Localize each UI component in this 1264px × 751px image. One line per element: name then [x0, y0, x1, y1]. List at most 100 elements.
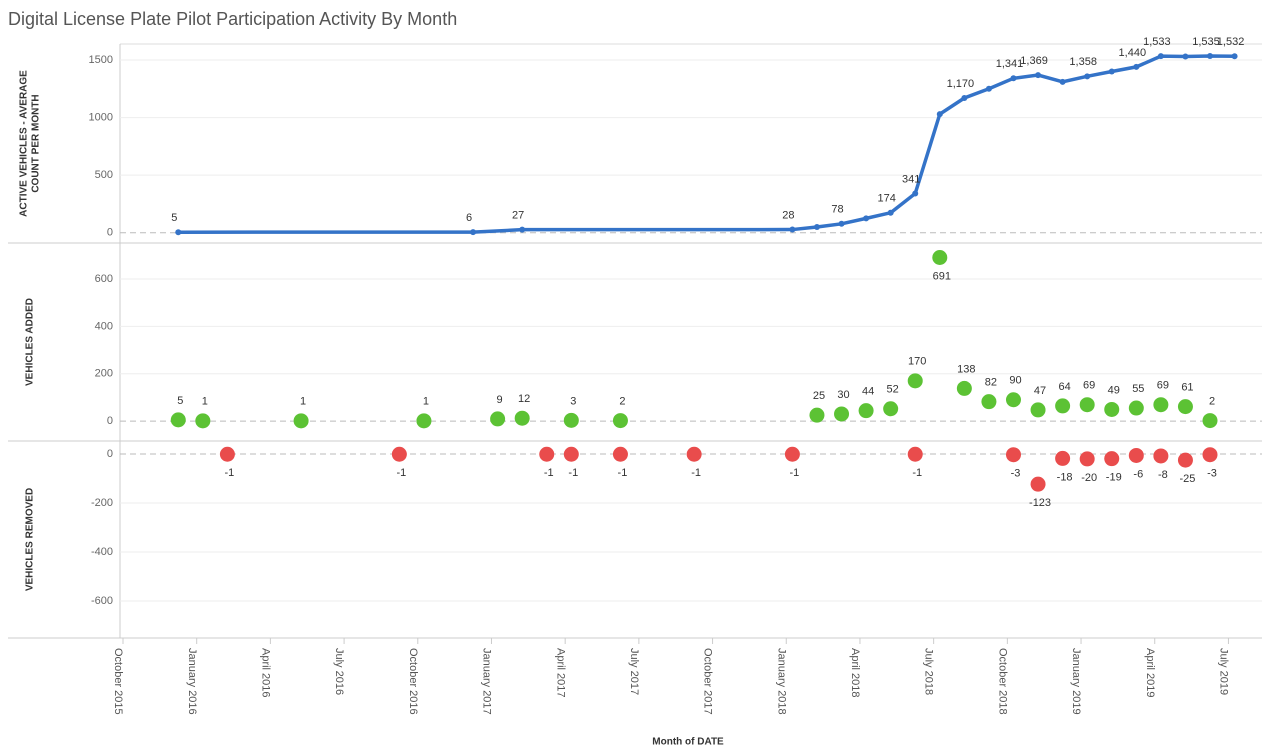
- data-label: 69: [1157, 380, 1169, 392]
- point: [907, 446, 923, 462]
- x-tick-label: October 2017: [702, 648, 714, 715]
- point: [1055, 450, 1071, 466]
- x-tick-label: April 2017: [554, 648, 566, 698]
- y-tick-label: -400: [91, 546, 113, 558]
- data-label: 55: [1132, 383, 1144, 395]
- data-label: 25: [813, 390, 825, 402]
- x-tick-label: July 2017: [628, 648, 640, 695]
- data-label: 12: [518, 393, 530, 405]
- data-label: 90: [1009, 375, 1021, 387]
- point: [932, 249, 948, 265]
- point: [1104, 401, 1120, 417]
- y-tick-label: 500: [95, 169, 113, 181]
- point: [195, 413, 211, 429]
- data-label: 2: [1209, 395, 1215, 407]
- data-label: -1: [912, 467, 922, 479]
- data-label: 174: [877, 193, 895, 205]
- point: [985, 85, 992, 92]
- data-label: 1,535: [1192, 36, 1220, 48]
- x-tick-label: October 2015: [112, 648, 124, 715]
- y-tick-label: 0: [107, 227, 113, 239]
- y-tick-label: -600: [91, 595, 113, 607]
- point: [519, 226, 526, 233]
- point: [563, 412, 579, 428]
- point: [1153, 397, 1169, 413]
- data-label: 61: [1181, 382, 1193, 394]
- point: [219, 446, 235, 462]
- x-tick-label: April 2019: [1144, 648, 1156, 698]
- point: [1128, 400, 1144, 416]
- point: [956, 380, 972, 396]
- data-label: 341: [902, 173, 920, 185]
- data-label: -1: [544, 467, 554, 479]
- point: [838, 220, 845, 227]
- x-axis-title: Month of DATE: [652, 737, 724, 748]
- point: [1157, 53, 1164, 60]
- chart-title: Digital License Plate Pilot Participatio…: [8, 9, 457, 29]
- data-label: 47: [1034, 385, 1046, 397]
- point: [175, 229, 182, 236]
- point: [907, 373, 923, 389]
- point: [936, 111, 943, 118]
- data-label: -8: [1158, 469, 1168, 481]
- point: [416, 413, 432, 429]
- point: [1182, 53, 1189, 60]
- point: [1010, 75, 1017, 82]
- y-tick-label: 0: [107, 448, 113, 460]
- point: [1207, 52, 1214, 59]
- data-label: -18: [1057, 471, 1073, 483]
- point: [883, 401, 899, 417]
- data-label: -25: [1179, 473, 1195, 485]
- point: [490, 411, 506, 427]
- x-tick-label: October 2016: [407, 648, 419, 715]
- point: [391, 446, 407, 462]
- data-label: 6: [466, 212, 472, 224]
- data-label: 138: [957, 363, 975, 375]
- y-tick-label: 1500: [89, 54, 113, 66]
- data-label: 27: [512, 210, 524, 222]
- data-label: 5: [177, 395, 183, 407]
- x-tick-label: January 2016: [186, 648, 198, 715]
- data-label: 78: [831, 204, 843, 216]
- y-tick-label: 600: [95, 273, 113, 285]
- data-label: -123: [1029, 497, 1051, 509]
- y-tick-label: 200: [95, 368, 113, 380]
- x-tick-label: October 2018: [996, 648, 1008, 715]
- data-label: 49: [1108, 384, 1120, 396]
- data-label: -6: [1133, 468, 1143, 480]
- point: [858, 403, 874, 419]
- point: [1202, 413, 1218, 429]
- y-tick-label: 1000: [89, 111, 113, 123]
- data-label: -19: [1106, 472, 1122, 484]
- point: [686, 446, 702, 462]
- data-label: 9: [497, 394, 503, 406]
- data-label: 69: [1083, 380, 1095, 392]
- point: [1084, 73, 1091, 80]
- data-label: 64: [1058, 381, 1070, 393]
- point: [1231, 53, 1238, 60]
- point: [470, 229, 477, 236]
- y-tick-label: -200: [91, 497, 113, 509]
- point: [912, 190, 919, 197]
- y-tick-label: 400: [95, 320, 113, 332]
- data-label: 1,341: [996, 58, 1024, 70]
- point: [170, 412, 186, 428]
- y-axis-title: COUNT PER MONTH: [31, 94, 42, 192]
- point: [1202, 447, 1218, 463]
- point: [1177, 452, 1193, 468]
- data-label: -1: [225, 467, 235, 479]
- x-tick-label: January 2019: [1070, 648, 1082, 715]
- point: [784, 446, 800, 462]
- data-label: 1: [423, 396, 429, 408]
- point: [1030, 476, 1046, 492]
- point: [539, 446, 555, 462]
- x-tick-label: January 2017: [481, 648, 493, 715]
- point: [834, 406, 850, 422]
- data-label: -1: [790, 467, 800, 479]
- x-tick-label: July 2016: [333, 648, 345, 695]
- data-label: 1,532: [1217, 36, 1245, 48]
- x-tick-label: April 2018: [849, 648, 861, 698]
- point: [887, 209, 894, 216]
